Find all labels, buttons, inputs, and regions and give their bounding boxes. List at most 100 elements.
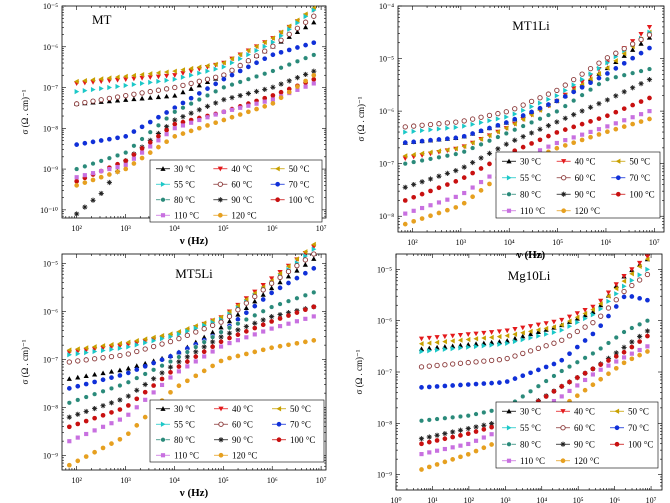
data-point	[201, 344, 207, 350]
data-point	[554, 87, 560, 94]
data-point	[74, 211, 80, 217]
data-point	[270, 101, 276, 106]
data-point	[645, 266, 651, 272]
data-point	[545, 112, 552, 118]
data-point	[172, 68, 177, 74]
data-point	[188, 86, 194, 91]
data-point	[82, 180, 88, 185]
data-point	[143, 340, 148, 346]
data-point	[226, 313, 233, 320]
data-point	[419, 150, 425, 157]
data-point	[246, 64, 251, 70]
data-point	[554, 145, 560, 151]
legend-label: 80 °C	[174, 195, 195, 205]
data-point	[180, 114, 186, 120]
data-point	[596, 127, 602, 132]
data-point	[637, 339, 642, 344]
data-point	[481, 409, 487, 416]
data-point	[420, 205, 425, 211]
data-point	[637, 296, 642, 301]
data-point	[444, 147, 450, 153]
data-point	[295, 45, 300, 50]
data-point	[237, 68, 243, 74]
data-point	[172, 73, 178, 78]
data-point	[622, 118, 627, 123]
data-point	[418, 364, 425, 370]
data-point	[164, 73, 170, 79]
data-point	[311, 304, 317, 310]
data-point	[644, 318, 651, 324]
data-point	[172, 117, 178, 123]
data-point	[512, 116, 518, 122]
data-point	[470, 145, 476, 151]
data-point	[252, 298, 258, 304]
data-point	[107, 172, 112, 177]
legend-label: 70 °C	[629, 173, 650, 183]
data-point	[311, 241, 316, 247]
legend-label: 50 °C	[629, 156, 650, 166]
data-point	[311, 81, 316, 86]
data-point	[229, 114, 235, 120]
data-point	[311, 52, 317, 58]
data-point	[286, 280, 291, 286]
y-axis-label: σ (Ω . cm)⁻¹	[356, 96, 366, 141]
data-point	[571, 140, 577, 146]
data-point	[295, 84, 300, 89]
data-point	[458, 454, 463, 460]
data-point	[638, 36, 644, 43]
data-point	[495, 134, 501, 140]
data-point	[237, 79, 243, 85]
data-point	[302, 262, 308, 267]
data-point	[270, 39, 276, 45]
data-point	[285, 298, 292, 304]
data-point	[117, 417, 122, 422]
data-point	[164, 69, 169, 75]
data-point	[176, 335, 182, 342]
data-point	[419, 467, 424, 472]
data-point	[278, 37, 284, 43]
data-point	[210, 339, 216, 345]
data-point	[218, 339, 224, 345]
series-50c	[418, 256, 650, 347]
data-point	[450, 457, 456, 462]
data-point	[221, 97, 227, 103]
data-point	[583, 315, 588, 322]
data-point	[109, 346, 115, 353]
y-tick-label: 10⁻⁶	[43, 43, 58, 52]
data-point	[606, 313, 611, 319]
data-point	[445, 207, 450, 213]
data-point	[554, 93, 560, 99]
data-point	[647, 109, 652, 114]
data-point	[436, 154, 442, 160]
data-point	[582, 324, 588, 330]
data-point	[176, 350, 182, 355]
data-point	[139, 90, 145, 96]
data-point	[151, 367, 157, 373]
data-point	[495, 110, 501, 117]
data-point	[90, 171, 96, 176]
data-point	[621, 329, 627, 335]
data-point	[294, 58, 301, 64]
data-point	[303, 316, 308, 321]
data-point	[142, 414, 148, 420]
data-point	[411, 128, 417, 134]
data-point	[537, 148, 543, 153]
data-point	[512, 338, 518, 345]
data-point	[82, 87, 88, 94]
legend-marker	[615, 175, 621, 181]
data-point	[117, 345, 123, 351]
data-point	[453, 151, 459, 157]
y-tick-label: 10⁻⁸	[379, 212, 394, 221]
data-point	[646, 32, 653, 38]
data-point	[270, 43, 276, 49]
data-point	[512, 376, 518, 381]
data-point	[598, 298, 604, 304]
data-point	[445, 197, 450, 202]
data-point	[554, 119, 560, 125]
data-point	[75, 358, 81, 364]
data-point	[193, 373, 199, 379]
legend-marker	[506, 208, 512, 213]
data-point	[164, 124, 170, 130]
data-point	[117, 407, 123, 412]
data-point	[489, 380, 494, 386]
